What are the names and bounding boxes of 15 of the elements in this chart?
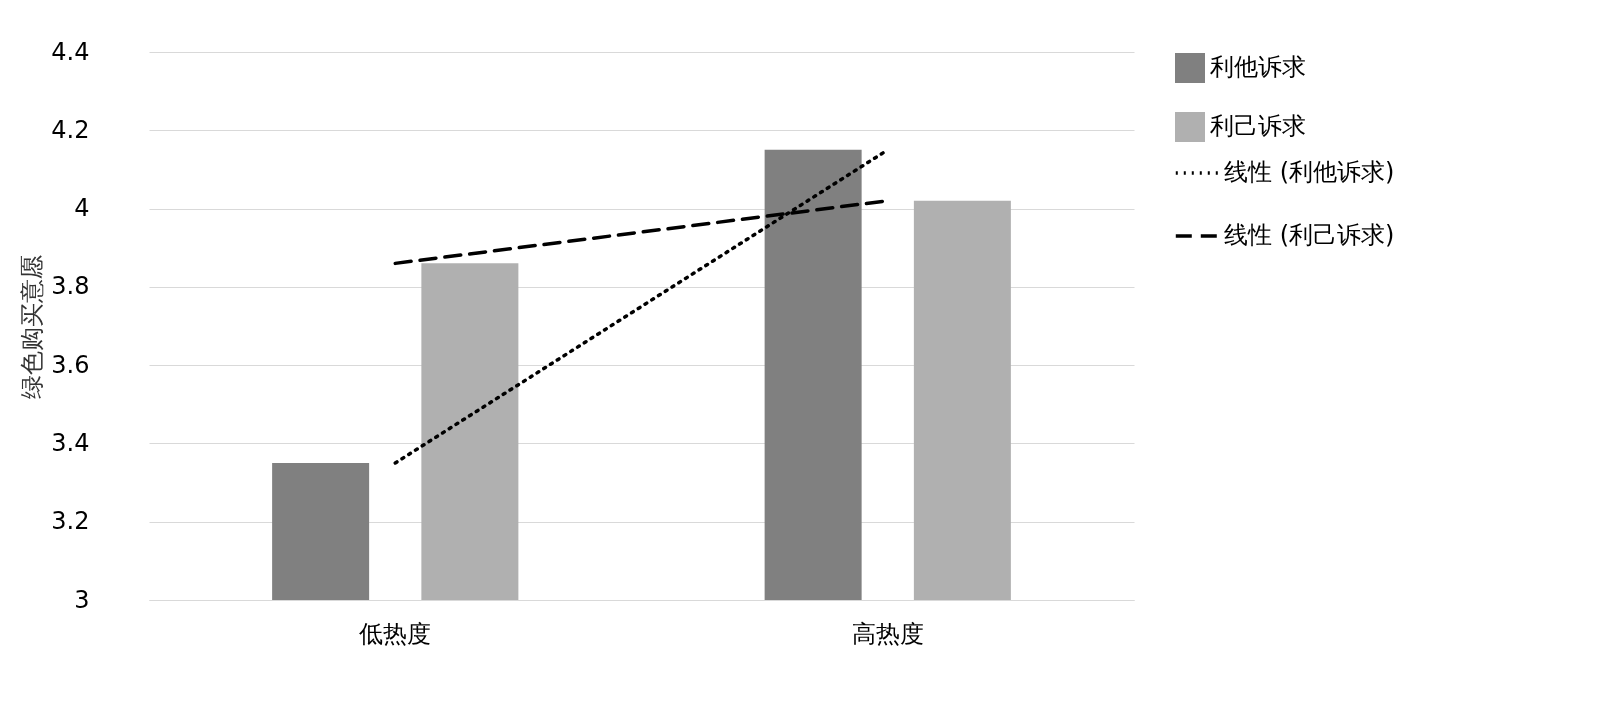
y-tick-label: 4.2 [51,115,90,144]
y-tick-label: 4.4 [51,37,90,66]
y-axis-title: 绿色购买意愿 [18,254,47,399]
y-tick-label: 3.4 [51,428,90,457]
y-tick-label: 3.6 [51,350,90,379]
y-tick-label: 3.2 [51,507,90,536]
legend-label: 利他诉求 [1210,53,1306,81]
x-tick-label: 低热度 [359,619,432,648]
legend-label: 线性 (利己诉求) [1224,221,1395,249]
y-tick-label: 4 [74,194,90,223]
legend-label: 线性 (利他诉求) [1224,158,1395,186]
y-tick-label: 3.8 [51,272,90,301]
y-tick-label: 3 [74,585,90,614]
legend-label: 利己诉求 [1210,112,1306,140]
x-tick-label: 高热度 [851,619,924,648]
